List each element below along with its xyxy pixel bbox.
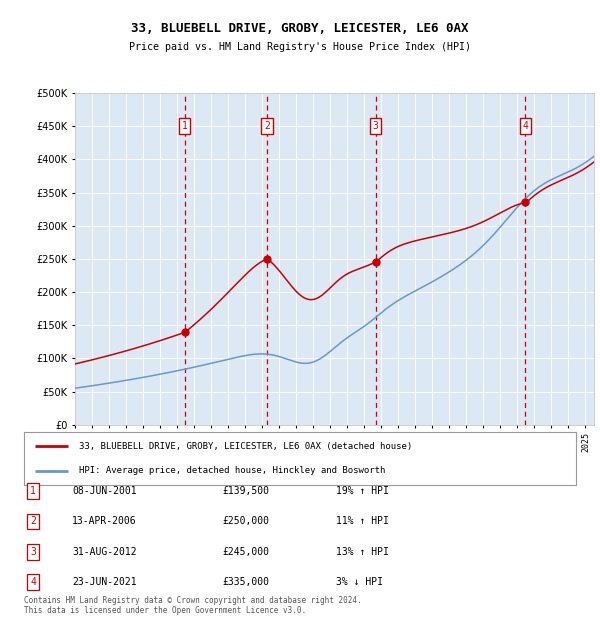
- Text: 31-AUG-2012: 31-AUG-2012: [72, 547, 137, 557]
- Text: £139,500: £139,500: [222, 486, 269, 496]
- Text: 23-JUN-2021: 23-JUN-2021: [72, 577, 137, 587]
- Text: 13% ↑ HPI: 13% ↑ HPI: [336, 547, 389, 557]
- Text: 08-JUN-2001: 08-JUN-2001: [72, 486, 137, 496]
- Text: 2: 2: [264, 121, 270, 131]
- Text: HPI: Average price, detached house, Hinckley and Bosworth: HPI: Average price, detached house, Hinc…: [79, 466, 386, 475]
- Text: 3% ↓ HPI: 3% ↓ HPI: [336, 577, 383, 587]
- Text: 1: 1: [182, 121, 188, 131]
- Text: 13-APR-2006: 13-APR-2006: [72, 516, 137, 526]
- Text: £250,000: £250,000: [222, 516, 269, 526]
- Text: 3: 3: [30, 547, 36, 557]
- Text: Price paid vs. HM Land Registry's House Price Index (HPI): Price paid vs. HM Land Registry's House …: [129, 42, 471, 52]
- Text: 11% ↑ HPI: 11% ↑ HPI: [336, 516, 389, 526]
- Text: 33, BLUEBELL DRIVE, GROBY, LEICESTER, LE6 0AX (detached house): 33, BLUEBELL DRIVE, GROBY, LEICESTER, LE…: [79, 442, 412, 451]
- Text: 1: 1: [30, 486, 36, 496]
- Text: 19% ↑ HPI: 19% ↑ HPI: [336, 486, 389, 496]
- Text: £335,000: £335,000: [222, 577, 269, 587]
- Text: Contains HM Land Registry data © Crown copyright and database right 2024.
This d: Contains HM Land Registry data © Crown c…: [24, 596, 362, 615]
- Text: 4: 4: [30, 577, 36, 587]
- Text: 2: 2: [30, 516, 36, 526]
- Text: 3: 3: [373, 121, 379, 131]
- Text: 4: 4: [523, 121, 529, 131]
- Text: 33, BLUEBELL DRIVE, GROBY, LEICESTER, LE6 0AX: 33, BLUEBELL DRIVE, GROBY, LEICESTER, LE…: [131, 22, 469, 35]
- Text: £245,000: £245,000: [222, 547, 269, 557]
